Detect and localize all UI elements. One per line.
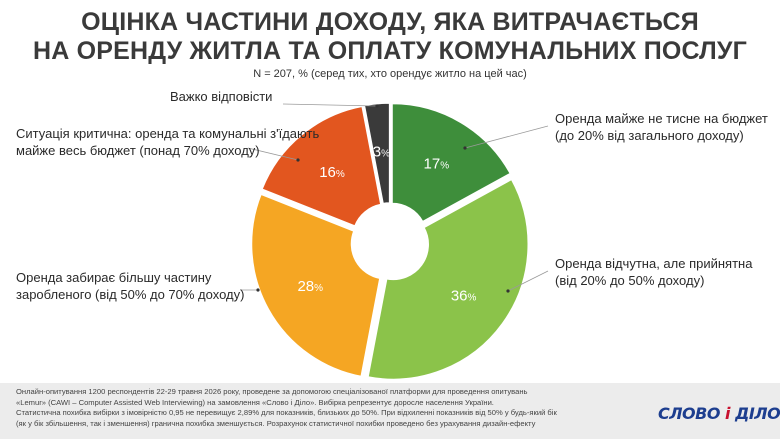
methodology-line-1: Онлайн-опитування 1200 респондентів 22-2… (16, 387, 528, 396)
leader-line-4 (282, 103, 378, 107)
methodology-line-4: (як у бік збільшення, так і зменшення) г… (16, 418, 536, 428)
slice-label-3-line-2: майже весь бюджет (понад 70% доходу) (16, 143, 260, 158)
chart-title: ОЦІНКА ЧАСТИНИ ДОХОДУ, ЯКА ВИТРАЧАЄТЬСЯ … (0, 8, 780, 66)
leader-dot-0 (463, 146, 467, 150)
slice-value-2: 28% (297, 278, 323, 295)
slice-label-0-line-2: (до 20% від загального доходу) (555, 128, 744, 143)
logo-left: СЛОВО (658, 404, 720, 423)
donut-chart: 17% 36% 28% 16% 3% (240, 102, 549, 381)
chart-subtitle: N = 207, % (серед тих, хто орендує житло… (253, 68, 527, 80)
slice-4 (363, 102, 391, 205)
leader-line-1 (507, 270, 549, 292)
slice-label-4: Важко відповісти (170, 88, 272, 105)
slice-2 (250, 193, 381, 378)
footer (0, 383, 780, 439)
leader-line-0 (464, 125, 549, 149)
slice-label-0: Оренда майже не тисне на бюджет (до 20% … (555, 110, 768, 144)
leader-dot-3 (296, 158, 300, 162)
methodology-line-3: Статистична похибка вибірки з імовірніст… (16, 408, 557, 417)
slice-label-1: Оренда відчутна, але прийнятна (від 20% … (555, 255, 752, 289)
slice-label-4-line-1: Важко відповісти (170, 89, 273, 104)
leader-dot-1 (506, 289, 510, 293)
slice-label-1-line-1: Оренда відчутна, але прийнятна (555, 256, 753, 271)
title-line-1: ОЦІНКА ЧАСТИНИ ДОХОДУ, ЯКА ВИТРАЧАЄТЬСЯ (81, 8, 699, 36)
slice-value-4: 3% (373, 143, 390, 160)
slice-0 (391, 102, 512, 223)
slice-value-0: 17% (424, 156, 450, 173)
title-line-2: НА ОРЕНДУ ЖИТЛА ТА ОПЛАТУ КОМУНАЛЬНИХ ПО… (32, 37, 748, 65)
slice-label-0-line-1: Оренда майже не тисне на бюджет (555, 111, 768, 126)
slice-3 (260, 105, 382, 228)
slice-value-1: 36% (451, 287, 477, 304)
slice-value-3: 16% (319, 164, 345, 181)
leader-dot-2 (256, 288, 260, 292)
slice-label-2-line-2: заробленого (від 50% до 70% доходу) (16, 287, 245, 302)
logo-right: ДІЛО (735, 404, 780, 423)
slice-label-1-line-2: (від 20% до 50% доходу) (555, 273, 705, 288)
slice-label-2: Оренда забирає більшу частину заробленог… (16, 269, 244, 303)
leader-dot-4 (375, 104, 379, 108)
slice-label-3-line-1: Ситуація критична: оренда та комунальні … (16, 126, 320, 141)
logo: СЛОВО і ДІЛО (658, 404, 780, 423)
methodology-note: Онлайн-опитування 1200 респондентів 22-2… (16, 387, 616, 429)
slice-label-3: Ситуація критична: оренда та комунальні … (16, 125, 319, 159)
logo-separator: і (725, 404, 730, 423)
slice-1 (367, 178, 529, 381)
slice-label-2-line-1: Оренда забирає більшу частину (16, 270, 212, 285)
methodology-line-2: «Lemur» (CAWI – Computer Assisted Web In… (16, 397, 494, 407)
leader-line-3 (247, 147, 299, 161)
